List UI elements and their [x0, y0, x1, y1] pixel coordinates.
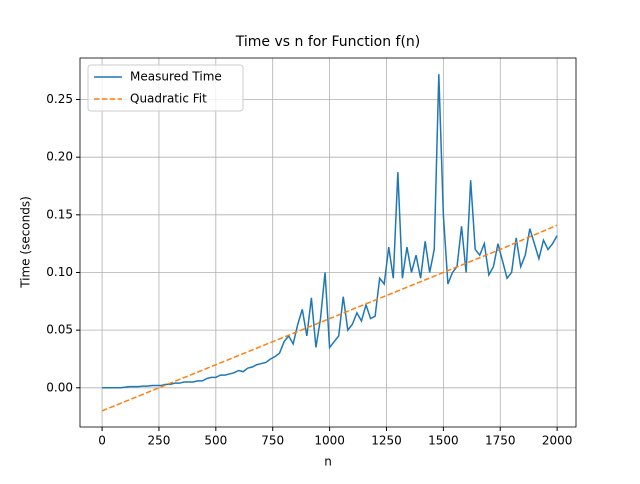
y-tick-label: 0.25: [46, 92, 73, 106]
x-tick-label: 1250: [371, 434, 402, 448]
x-tick-label: 500: [204, 434, 227, 448]
x-tick-label: 1750: [485, 434, 516, 448]
legend-box: [87, 64, 244, 112]
legend-label: Quadratic Fit: [130, 92, 207, 106]
chart-title: Time vs n for Function f(n): [235, 34, 421, 50]
x-axis-label: n: [324, 455, 332, 469]
y-tick-label: 0.05: [46, 323, 73, 337]
x-tick-label: 750: [261, 434, 284, 448]
y-axis-label: Time (seconds): [19, 196, 33, 289]
x-tick-label: 2000: [542, 434, 573, 448]
plot-frame: [79, 57, 577, 428]
y-tick-label: 0.20: [46, 150, 73, 164]
series-line: [101, 224, 558, 412]
legend-label: Measured Time: [130, 70, 222, 84]
y-tick-label: 0.15: [46, 207, 73, 221]
series-line: [102, 74, 558, 389]
x-tick-label: 1500: [428, 434, 459, 448]
x-tick-label: 0: [98, 434, 106, 448]
y-tick-label: 0.10: [46, 265, 73, 279]
y-tick-label: 0.00: [46, 380, 73, 394]
x-tick-label: 1000: [314, 434, 345, 448]
x-tick-label: 250: [147, 434, 170, 448]
